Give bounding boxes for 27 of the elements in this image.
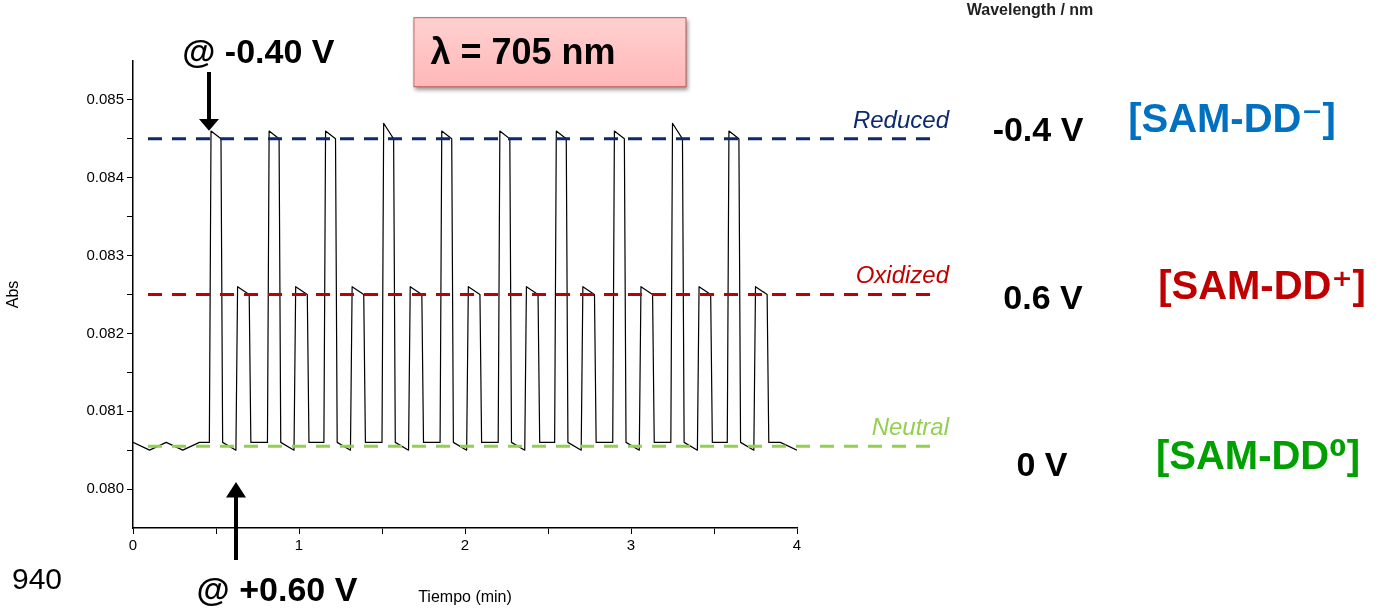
y-tick-label: 0.084 — [86, 167, 124, 185]
ref-line-label: Reduced — [852, 105, 950, 133]
text: Wavelength / nm — [966, 1, 1094, 19]
ref-line-label: Neutral — [871, 412, 950, 440]
x-axis-title: Tiempo (min) — [418, 587, 512, 605]
y-axis-title: Abs — [4, 280, 22, 309]
text: 940 — [11, 561, 63, 595]
x-tick-label: 2 — [460, 536, 470, 554]
annotation: λ = 705 nm — [413, 17, 687, 87]
text: [SAM-DD⁺] — [1158, 263, 1366, 307]
annotation: @ -0.40 V — [182, 32, 335, 71]
y-tick-label: 0.083 — [86, 245, 124, 263]
y-tick-label: 0.081 — [86, 401, 124, 419]
text: [SAM-DD⁻] — [1128, 96, 1336, 140]
x-tick-label: 0 — [128, 536, 138, 554]
text: 0.6 V — [1003, 278, 1083, 317]
text: @ +0.60 V — [196, 570, 358, 609]
text: [SAM-DD⁰] — [1155, 433, 1361, 477]
x-tick-label: 3 — [626, 536, 636, 554]
text: 0 V — [1016, 445, 1068, 484]
y-tick-label: 0.080 — [86, 479, 124, 497]
text: -0.4 V — [992, 110, 1084, 149]
x-tick-label: 1 — [294, 536, 304, 554]
ref-line-label: Oxidized — [855, 261, 950, 289]
y-tick-label: 0.085 — [86, 90, 124, 108]
y-tick-label: 0.082 — [86, 323, 124, 341]
x-tick-label: 4 — [792, 536, 802, 554]
